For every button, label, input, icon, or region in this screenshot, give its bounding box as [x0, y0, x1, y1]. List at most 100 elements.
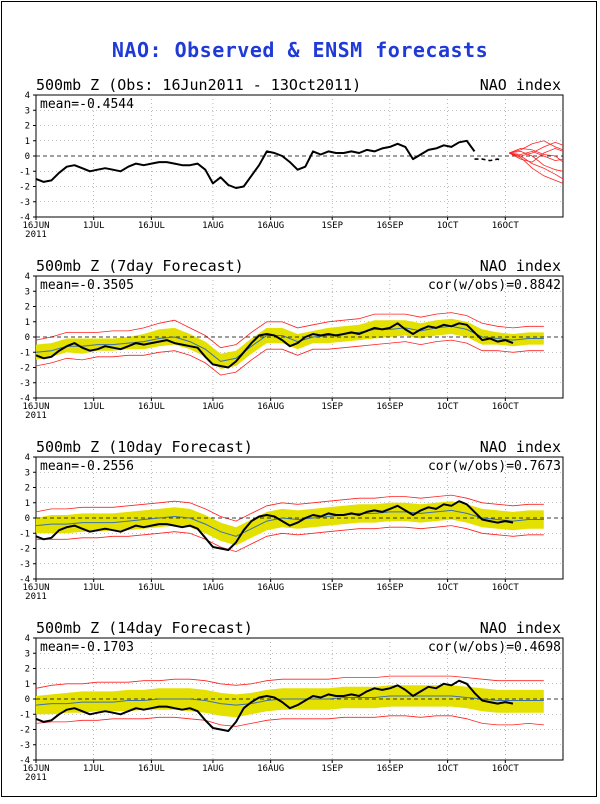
panel-title: 500mb Z (10day Forecast)	[36, 438, 253, 456]
y-tick-label: 4	[25, 453, 30, 463]
correlation-label: cor(w/obs)=0.4698	[428, 640, 561, 655]
ensemble-upper-bound-line	[35, 675, 544, 689]
mean-label: mean=-0.2556	[40, 459, 134, 474]
mean-label: mean=-0.4544	[40, 97, 134, 112]
x-tick-label: 1AUG	[202, 764, 224, 774]
forecast-member-line	[508, 140, 564, 154]
forecast-member-line	[508, 147, 564, 163]
x-tick-label: 1JUL	[83, 764, 105, 774]
chart-10day-forecast: 500mb Z (10day Forecast) NAO index -4 -3 -2 -…	[19, 438, 564, 602]
x-tick-label: 1AUG	[202, 402, 224, 412]
x-tick-label: 16SEP	[376, 583, 404, 593]
x-tick-label: 16JUL	[138, 583, 165, 593]
y-tick-label: -1	[19, 167, 30, 177]
observed-nao-line	[35, 139, 476, 189]
x-tick-label: 16JUN	[22, 402, 49, 412]
y-tick-label: -4	[19, 394, 30, 404]
x-tick-year-label: 2011	[25, 773, 47, 783]
x-tick-label: 16OCT	[492, 402, 520, 412]
panel-right-label: NAO index	[480, 619, 561, 637]
forecast-member-line	[509, 150, 564, 172]
x-tick-label: 16JUL	[138, 402, 165, 412]
ensemble-lower-bound-line	[36, 525, 544, 553]
y-tick-label: -4	[19, 575, 30, 585]
y-tick-label: 2	[25, 303, 30, 313]
y-tick-label: 2	[25, 122, 30, 132]
y-tick-label: 4	[25, 634, 30, 644]
y-tick-label: 0	[25, 514, 30, 524]
y-tick-label: -3	[19, 560, 30, 570]
x-tick-label: 16AUG	[257, 402, 284, 412]
y-tick-label: -3	[19, 198, 30, 208]
panel-right-label: NAO index	[480, 438, 561, 456]
ensemble-spread-band	[36, 501, 544, 546]
observed-nao-line	[35, 500, 514, 551]
x-tick-label: 16JUN	[22, 764, 49, 774]
panel-right-label: NAO index	[480, 76, 561, 94]
forecast-member-line	[508, 141, 564, 157]
x-tick-label: 16OCT	[492, 764, 520, 774]
x-tick-label: 16OCT	[492, 221, 520, 231]
forecast-member-line	[509, 150, 564, 162]
y-tick-label: 3	[25, 287, 30, 297]
forecast-member-line	[508, 152, 564, 184]
x-tick-label: 16AUG	[257, 221, 284, 231]
x-tick-label: 16SEP	[376, 402, 404, 412]
correlation-label: cor(w/obs)=0.8842	[428, 278, 561, 293]
chart-7day-forecast: 500mb Z (7day Forecast) NAO index -4 -3 -2 -1…	[19, 257, 564, 421]
y-tick-label: -1	[19, 710, 30, 720]
y-tick-label: 0	[25, 333, 30, 343]
y-tick-label: -1	[19, 348, 30, 358]
panel-7day: 500mb Z (7day Forecast) NAO index -4 -3 -2 -1…	[0, 255, 600, 437]
y-tick-label: 3	[25, 649, 30, 659]
ensemble-upper-bound-line	[35, 494, 544, 522]
ensemble-lower-bound-line	[35, 339, 544, 376]
observed-nao-line	[35, 679, 514, 732]
x-tick-label: 16JUN	[22, 221, 49, 231]
x-tick-label: 1JUL	[83, 402, 105, 412]
y-tick-label: 1	[25, 499, 30, 509]
y-tick-label: 2	[25, 665, 30, 675]
y-tick-label: 3	[25, 468, 30, 478]
x-tick-label: 1AUG	[202, 221, 224, 231]
y-tick-label: 0	[25, 152, 30, 162]
x-tick-label: 1AUG	[202, 583, 224, 593]
x-tick-label: 1OCT	[437, 583, 459, 593]
x-tick-label: 16JUL	[138, 221, 165, 231]
y-tick-label: 2	[25, 484, 30, 494]
panel-title: 500mb Z (14day Forecast)	[36, 619, 253, 637]
x-tick-label: 1OCT	[437, 764, 459, 774]
correlation-label: cor(w/obs)=0.7673	[428, 459, 561, 474]
figure-title: NAO: Observed & ENSM forecasts	[111, 38, 489, 62]
y-tick-label: -4	[19, 756, 30, 766]
y-tick-label: 1	[25, 680, 30, 690]
x-tick-label: 1SEP	[321, 402, 343, 412]
panel-10day: 500mb Z (10day Forecast) NAO index -4 -3 -2 -…	[0, 436, 600, 618]
observed-nao-tail-line	[474, 158, 502, 162]
panel-14day: 500mb Z (14day Forecast) NAO index -4 -3 -2 -…	[0, 617, 600, 799]
x-tick-label: 1SEP	[321, 221, 343, 231]
chart-14day-forecast: 500mb Z (14day Forecast) NAO index -4 -3 -2 -…	[19, 619, 564, 783]
panel-right-label: NAO index	[480, 257, 561, 275]
y-tick-label: 3	[25, 106, 30, 116]
x-tick-label: 1OCT	[437, 402, 459, 412]
panel-title: 500mb Z (Obs: 16Jun2011 - 13Oct2011)	[36, 76, 361, 94]
x-tick-year-label: 2011	[25, 411, 47, 421]
y-tick-label: -4	[19, 213, 30, 223]
x-tick-label: 1JUL	[83, 221, 105, 231]
x-tick-year-label: 2011	[25, 592, 47, 602]
y-tick-label: 1	[25, 318, 30, 328]
y-tick-label: -1	[19, 529, 30, 539]
ensemble-lower-bound-line	[35, 715, 544, 727]
y-tick-label: -2	[19, 726, 30, 736]
x-tick-label: 16AUG	[257, 764, 284, 774]
x-tick-label: 16JUN	[22, 583, 49, 593]
ensemble-mean-line	[35, 325, 544, 362]
y-tick-label: 1	[25, 137, 30, 147]
x-tick-label: 1SEP	[321, 583, 343, 593]
ensemble-mean-line	[35, 695, 544, 706]
y-tick-label: -2	[19, 364, 30, 374]
x-tick-label: 1SEP	[321, 764, 343, 774]
x-tick-label: 16SEP	[376, 221, 404, 231]
